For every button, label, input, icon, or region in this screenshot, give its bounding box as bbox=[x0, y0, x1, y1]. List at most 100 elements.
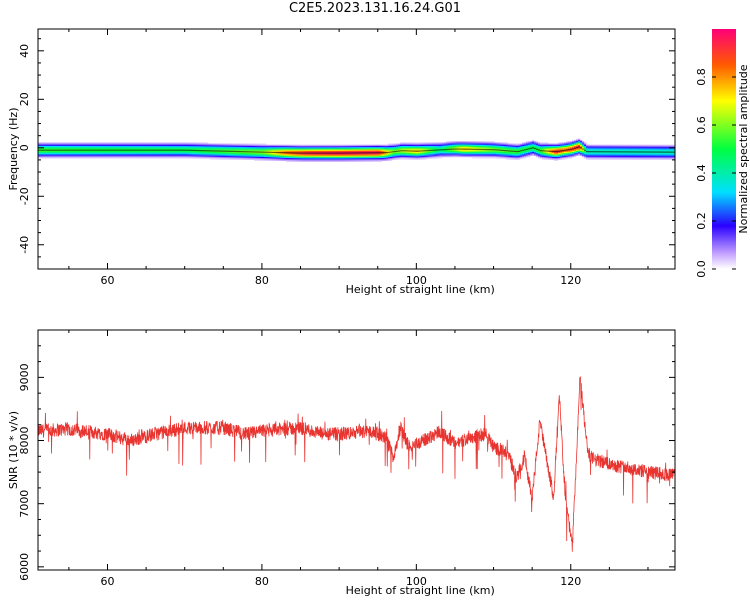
colorbar-tick-label: 0.0 bbox=[695, 260, 708, 278]
heatmap-cell bbox=[142, 142, 145, 144]
ridge-line-segment bbox=[272, 151, 275, 154]
heatmap-cell bbox=[254, 149, 257, 152]
heatmap-cell bbox=[354, 156, 357, 159]
heatmap-cell bbox=[432, 142, 435, 144]
heatmap-cell bbox=[176, 155, 179, 158]
heatmap-cell bbox=[116, 145, 119, 148]
heatmap-cell bbox=[308, 156, 311, 159]
heatmap-cell bbox=[338, 159, 341, 161]
heatmap-cell bbox=[456, 141, 459, 143]
heatmap-cell bbox=[166, 147, 169, 149]
heatmap-cell bbox=[262, 143, 265, 146]
heatmap-cell bbox=[346, 155, 349, 158]
ridge-line-segment bbox=[432, 149, 435, 151]
heatmap-cell bbox=[224, 144, 227, 147]
heatmap-cell bbox=[66, 152, 69, 154]
heatmap-cell bbox=[318, 145, 321, 148]
heatmap-cell bbox=[150, 143, 153, 146]
heatmap-cell bbox=[134, 150, 137, 153]
heatmap-cell bbox=[670, 154, 673, 156]
heatmap-cell bbox=[474, 152, 477, 154]
heatmap-cell bbox=[250, 153, 253, 155]
heatmap-cell bbox=[594, 149, 597, 152]
heatmap-cell bbox=[198, 154, 201, 156]
heatmap-cell bbox=[96, 155, 99, 158]
heatmap-cell bbox=[102, 152, 105, 154]
heatmap-cell bbox=[44, 152, 47, 154]
heatmap-cell bbox=[622, 144, 625, 147]
heatmap-cell bbox=[164, 143, 167, 146]
heatmap-cell bbox=[408, 147, 411, 149]
heatmap-cell bbox=[548, 154, 551, 156]
heatmap-cell bbox=[658, 149, 661, 152]
heatmap-cell bbox=[376, 148, 379, 150]
heatmap-cell bbox=[586, 149, 589, 152]
heatmap-cell bbox=[124, 153, 127, 155]
heatmap-cell bbox=[120, 143, 123, 146]
heatmap-cell bbox=[202, 145, 205, 148]
heatmap-cell bbox=[650, 148, 653, 150]
heatmap-cell bbox=[380, 158, 383, 160]
heatmap-cell bbox=[416, 154, 419, 156]
heatmap-cell bbox=[370, 149, 373, 152]
ridge-line-segment bbox=[154, 149, 157, 151]
heatmap-cell bbox=[102, 154, 105, 156]
heatmap-cell bbox=[558, 154, 561, 156]
heatmap-cell bbox=[68, 148, 71, 150]
heatmap-cell bbox=[528, 147, 531, 149]
heatmap-cell bbox=[72, 156, 75, 159]
heatmap-cell bbox=[342, 145, 345, 148]
heatmap-cell bbox=[660, 147, 663, 149]
heatmap-cell bbox=[578, 148, 581, 150]
heatmap-cell bbox=[190, 152, 193, 154]
heatmap-cell bbox=[250, 152, 253, 154]
heatmap-cell bbox=[654, 148, 657, 150]
ridge-line-segment bbox=[84, 149, 87, 151]
heatmap-cell bbox=[188, 153, 191, 155]
heatmap-cell bbox=[604, 149, 607, 152]
heatmap-cell bbox=[48, 152, 51, 154]
heatmap-cell bbox=[234, 145, 237, 148]
heatmap-cell bbox=[312, 150, 315, 153]
heatmap-cell bbox=[312, 147, 315, 149]
heatmap-cell bbox=[70, 147, 73, 149]
heatmap-cell bbox=[388, 150, 391, 153]
heatmap-cell bbox=[500, 154, 503, 156]
heatmap-cell bbox=[300, 154, 303, 156]
heatmap-cell bbox=[442, 142, 445, 144]
heatmap-cell bbox=[528, 144, 531, 147]
heatmap-cell bbox=[498, 147, 501, 149]
heatmap-cell bbox=[106, 148, 109, 150]
heatmap-cell bbox=[320, 158, 323, 160]
y-tick-label: 40 bbox=[18, 44, 31, 58]
heatmap-cell bbox=[168, 145, 171, 148]
heatmap-cell bbox=[334, 147, 337, 149]
heatmap-cell bbox=[578, 149, 581, 152]
heatmap-cell bbox=[152, 152, 155, 154]
heatmap-cell bbox=[342, 155, 345, 158]
heatmap-cell bbox=[70, 154, 73, 156]
heatmap-cell bbox=[492, 156, 495, 159]
heatmap-cell bbox=[372, 145, 375, 148]
heatmap-cell bbox=[360, 147, 363, 149]
heatmap-cell bbox=[360, 148, 363, 150]
heatmap-cell bbox=[314, 149, 317, 152]
heatmap-cell bbox=[214, 145, 217, 148]
heatmap-cell bbox=[228, 156, 231, 159]
ridge-line-segment bbox=[74, 149, 77, 151]
plot-frame bbox=[37, 28, 676, 270]
heatmap-cell bbox=[546, 158, 549, 160]
heatmap-cell bbox=[366, 150, 369, 153]
heatmap-cell bbox=[454, 143, 457, 146]
heatmap-cell bbox=[42, 155, 45, 158]
heatmap-cell bbox=[596, 152, 599, 154]
heatmap-cell bbox=[288, 160, 291, 163]
heatmap-cell bbox=[124, 144, 127, 147]
ridge-line-segment bbox=[588, 151, 591, 153]
heatmap-cell bbox=[358, 154, 361, 156]
heatmap-cell bbox=[452, 153, 455, 155]
heatmap-cell bbox=[370, 154, 373, 156]
heatmap-cell bbox=[334, 144, 337, 147]
heatmap-cell bbox=[324, 158, 327, 160]
heatmap-cell bbox=[428, 147, 431, 149]
